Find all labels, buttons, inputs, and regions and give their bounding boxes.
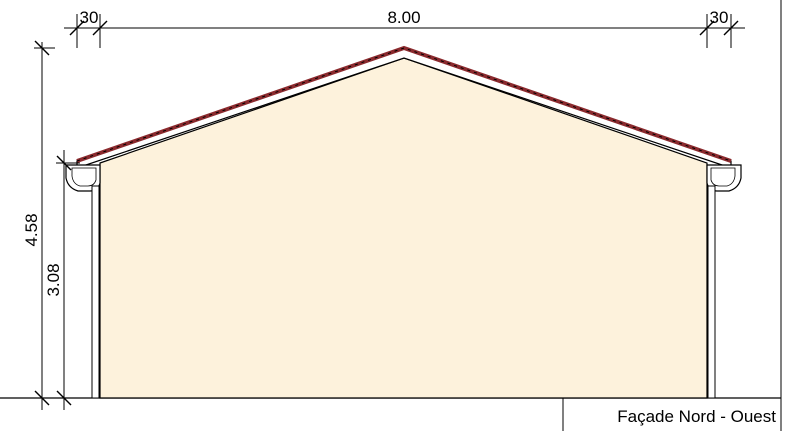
dim-tick-1 [69, 20, 85, 36]
dim-tick-4 [723, 20, 739, 36]
dim-tick-8 [56, 390, 72, 406]
gutter-left [65, 164, 101, 192]
gutter-right [706, 164, 742, 192]
downpipe-left [91, 185, 100, 399]
dim-tick-5 [34, 40, 50, 56]
dim-eave-height: 3.08 [44, 263, 63, 296]
gutter-right-inner [710, 167, 736, 187]
gutter-left-inner [71, 167, 97, 187]
dim-tick-6 [34, 390, 50, 406]
dim-overhang-right: 30 [710, 8, 729, 27]
dim-total-height: 4.58 [22, 213, 41, 246]
roof-tiles-dash [76, 47, 732, 162]
gable-wall [99, 57, 708, 399]
dim-tick-3 [699, 20, 715, 36]
dim-tick-7 [56, 155, 72, 171]
dim-width: 8.00 [387, 8, 420, 27]
dim-overhang-left: 30 [80, 8, 99, 27]
drawing-caption: Façade Nord - Ouest [617, 407, 776, 426]
downpipe-right [707, 185, 716, 399]
dim-tick-2 [92, 20, 108, 36]
